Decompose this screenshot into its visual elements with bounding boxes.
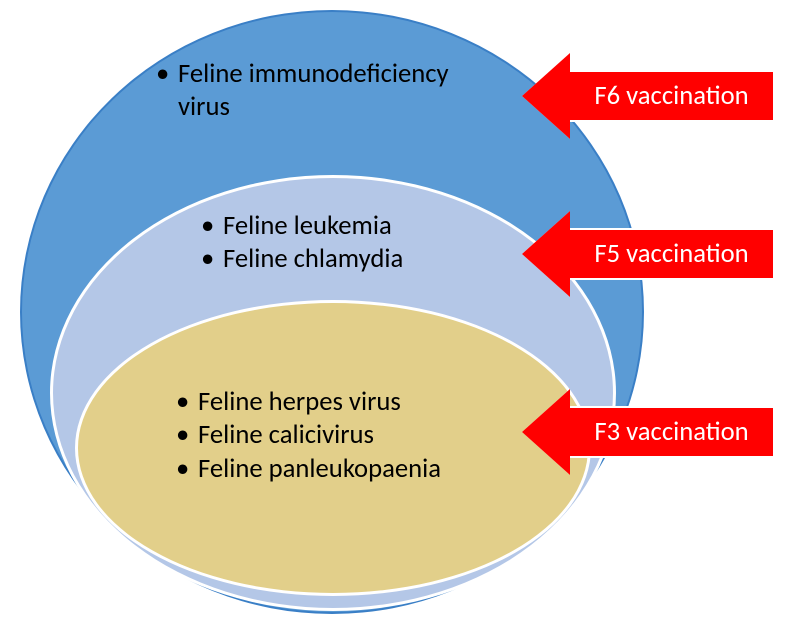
arrow-label: F6 vaccination [570,70,775,122]
arrow-label: F5 vaccination [570,228,775,280]
arrow-f6: F6 vaccination [522,53,775,139]
bullet-item: Feline leukemia [195,210,525,243]
bullet-item: Feline herpes virus [170,386,540,419]
bullet-item: Feline panleukopaenia [170,453,540,486]
bullet-item: Feline calicivirus [170,419,540,452]
bullets-inner: Feline herpes virus Feline calicivirus F… [170,386,540,486]
arrow-f3: F3 vaccination [522,389,775,475]
bullets-middle: Feline leukemia Feline chlamydia [195,210,525,277]
arrow-f5: F5 vaccination [522,211,775,297]
diagram-stage: Feline immunodeficiency virus Feline leu… [0,0,791,618]
arrow-label: F3 vaccination [570,406,775,458]
arrow-head-icon [522,53,570,139]
arrow-head-icon [522,389,570,475]
bullet-item: Feline chlamydia [195,243,525,276]
arrow-head-icon [522,211,570,297]
bullet-item: Feline immunodeficiency virus [150,58,480,125]
bullets-outer: Feline immunodeficiency virus [150,58,480,125]
